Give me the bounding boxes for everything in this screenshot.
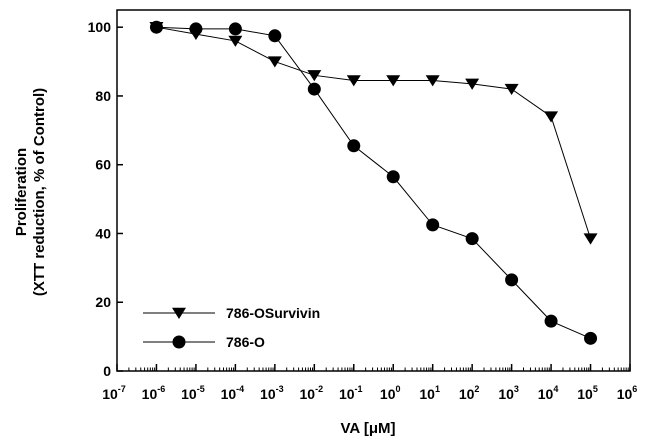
data-point	[583, 233, 598, 245]
x-axis-ticks: 10-7 10-6 10-5 10-4 10-3 10-2 10-1 100 101 102 103…	[102, 364, 637, 402]
y-tick-label: 0	[103, 363, 111, 379]
x-axis-title: VA [μM]	[341, 420, 396, 437]
legend-marker	[172, 307, 186, 319]
x-tick-label: 10-6	[142, 384, 166, 402]
x-tick-label: 10-1	[339, 384, 363, 402]
x-tick-label: 102	[459, 384, 480, 402]
y-axis-title: Proliferation (XTT reduction, % of Contr…	[13, 88, 48, 296]
data-point	[584, 331, 598, 345]
x-tick-label: 100	[380, 384, 401, 402]
data-point	[347, 139, 361, 153]
data-point	[544, 314, 558, 328]
data-point	[268, 29, 282, 43]
data-point	[386, 75, 401, 87]
data-point	[307, 70, 322, 82]
data-point	[189, 22, 203, 36]
legend-label: 786-O	[226, 334, 265, 350]
data-point	[544, 111, 559, 123]
x-tick-label: 105	[577, 384, 598, 402]
y-tick-label: 60	[95, 157, 111, 173]
y-axis-title-line2: (XTT reduction, % of Control)	[31, 88, 48, 296]
data-point	[307, 82, 321, 96]
x-tick-label: 106	[617, 384, 638, 402]
x-tick-label: 10-5	[181, 384, 205, 402]
legend-label: 786-OSurvivin	[226, 305, 320, 321]
y-axis-title-line1: Proliferation	[13, 148, 30, 236]
legend: 786-OSurvivin 786-O	[143, 305, 320, 350]
data-point	[465, 232, 479, 246]
y-axis-ticks: 0 20 40 60 80 100	[88, 19, 123, 379]
x-tick-label: 10-3	[260, 384, 284, 402]
series-triangle	[149, 21, 598, 245]
x-tick-label: 10-2	[300, 384, 324, 402]
data-point	[425, 75, 440, 87]
plot-frame	[116, 9, 631, 372]
data-point	[426, 218, 440, 232]
data-point	[346, 75, 361, 87]
data-point	[228, 35, 243, 47]
x-tick-label: 104	[538, 384, 559, 402]
data-point	[228, 22, 242, 36]
data-point	[386, 170, 400, 184]
x-tick-label: 10-7	[102, 384, 126, 402]
series-line	[156, 26, 592, 239]
data-point	[267, 56, 282, 68]
y-tick-label: 100	[88, 19, 112, 35]
data-point	[505, 273, 519, 287]
legend-marker	[172, 335, 186, 349]
x-tick-label: 103	[498, 384, 519, 402]
data-point	[504, 83, 519, 96]
x-tick-label: 10-4	[221, 384, 245, 402]
data-point	[149, 20, 163, 34]
data-point	[465, 78, 480, 90]
series-circle	[149, 20, 598, 345]
y-tick-label: 40	[95, 225, 111, 241]
y-tick-label: 20	[95, 294, 111, 310]
series-line	[156, 26, 591, 339]
plot-axes	[116, 9, 631, 372]
series-layer	[149, 20, 598, 345]
x-tick-label: 101	[419, 384, 440, 402]
y-tick-label: 80	[95, 88, 111, 104]
